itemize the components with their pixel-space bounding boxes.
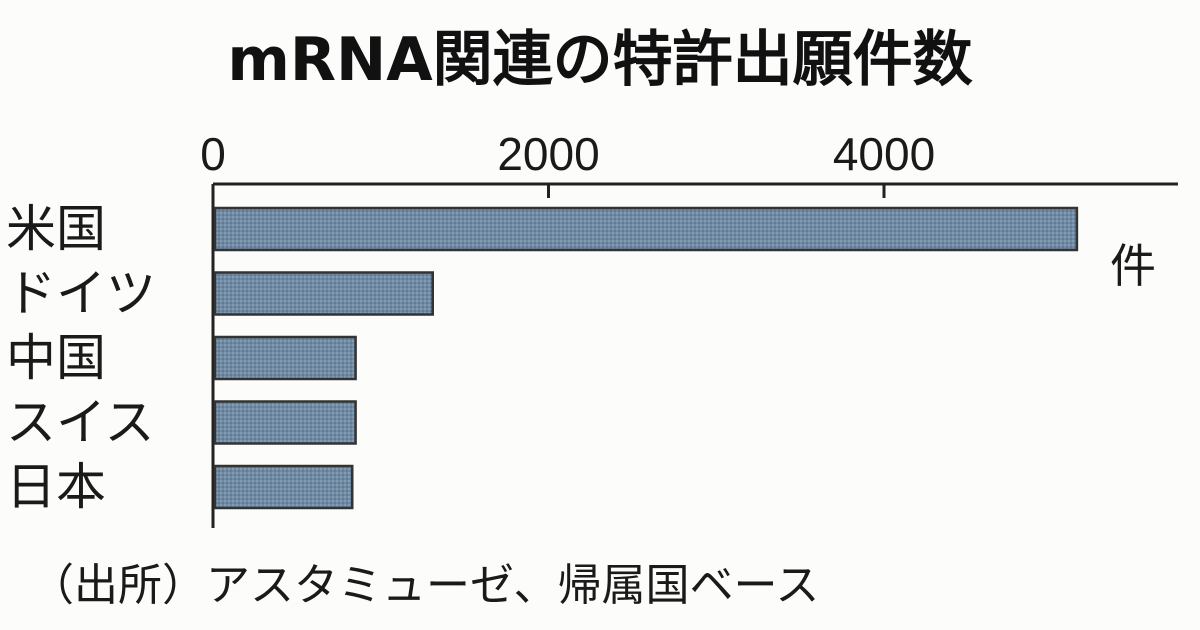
- x-tick-label: 0: [200, 128, 226, 180]
- x-axis-ticks: 0 2000 4000: [200, 128, 935, 198]
- bar: [213, 206, 1079, 252]
- bar: [213, 400, 357, 445]
- x-tick-label: 4000: [833, 128, 935, 180]
- source-note: （出所）アスタミューゼ、帰属国ベース: [30, 560, 819, 611]
- category-label: スイス: [6, 394, 155, 452]
- category-label: 米国: [6, 200, 106, 258]
- x-tick-label: 2000: [497, 128, 599, 180]
- category-label: 中国: [6, 329, 106, 387]
- category-label: ドイツ: [6, 265, 156, 323]
- unit-label: 件: [1110, 239, 1156, 293]
- bar: [213, 335, 357, 381]
- bar: [213, 464, 354, 510]
- bar: [213, 271, 435, 316]
- category-label: 日本: [6, 458, 106, 516]
- bars: [213, 206, 1079, 510]
- chart-title: mRNA関連の特許出願件数: [227, 25, 972, 95]
